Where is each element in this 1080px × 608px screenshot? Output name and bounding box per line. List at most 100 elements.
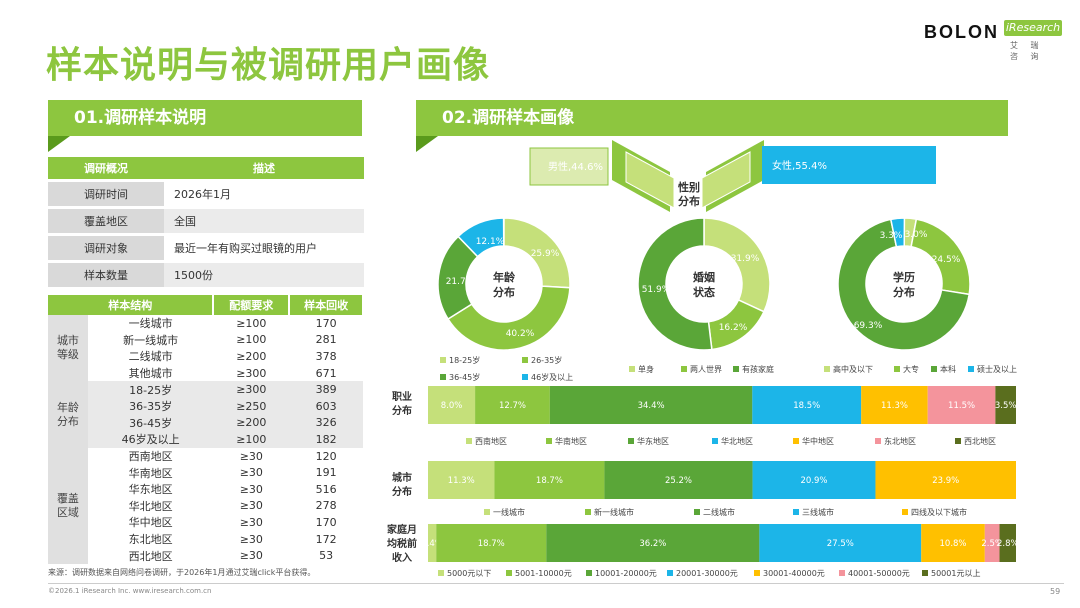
structure-item: 东北地区: [128, 533, 173, 547]
data-label: 18.5%: [793, 401, 820, 411]
bar-segment: [604, 461, 753, 499]
legend-swatch: [931, 366, 937, 372]
chart-title-line: 状态: [693, 285, 715, 299]
structure-row: 华南地区 ≥30 191: [48, 464, 363, 481]
structure-item: 华南地区: [128, 466, 173, 480]
legend-swatch: [438, 570, 444, 576]
structure-group-label: 年龄 分布: [48, 381, 88, 448]
donut-slice: [703, 217, 771, 313]
structure-row: 36-35岁 ≥250 603: [48, 397, 363, 415]
structure-quota: ≥200: [213, 414, 290, 432]
bar-segment: [921, 524, 985, 562]
legend-label: 20001-30000元: [676, 569, 738, 578]
structure-item: 西南地区: [128, 450, 173, 464]
data-label: 11.3%: [881, 401, 908, 411]
book-page: [701, 151, 751, 209]
legend-label: 26-35岁: [531, 355, 562, 365]
structure-count: 120: [315, 449, 337, 463]
overview-value: 2026年1月: [164, 182, 364, 206]
structure-item: 46岁及以上: [87, 431, 214, 448]
chart-title-line: 家庭月: [387, 523, 417, 536]
data-label: 25.9%: [531, 249, 560, 259]
overview-row: 调研时间 2026年1月: [48, 182, 364, 206]
data-label: 51.9%: [642, 285, 671, 295]
page-number: 59: [1050, 587, 1061, 596]
structure-count: 172: [315, 532, 337, 546]
structure-count: 182: [289, 431, 363, 448]
data-label: 3.3%: [880, 231, 903, 241]
structure-count: 516: [315, 482, 337, 496]
data-label: 20.9%: [801, 476, 828, 486]
structure-item: 华东地区: [128, 483, 173, 497]
overview-value: 全国: [164, 209, 364, 233]
legend-label: 华北地区: [721, 436, 753, 446]
structure-item: 华中地区: [128, 516, 173, 530]
legend-swatch: [667, 570, 673, 576]
data-label: 24.5%: [932, 255, 961, 265]
structure-quota: ≥30: [239, 532, 263, 546]
legend-label: 三线城市: [802, 507, 834, 517]
legend-swatch: [902, 509, 908, 515]
legend-label: 二线城市: [703, 507, 735, 517]
structure-count: 170: [315, 316, 337, 330]
chart-title-line: 收入: [392, 551, 412, 564]
legend-swatch: [894, 366, 900, 372]
structure-item: 新一线城市: [123, 333, 179, 347]
structure-row: 华北地区 ≥30 278: [48, 498, 363, 515]
bar-segment: [927, 386, 996, 424]
structure-row: 年龄 分布 18-25岁 ≥300 389: [48, 381, 363, 448]
structure-quota: ≥200: [236, 349, 267, 363]
structure-row: 覆盖 区域 西南地区 ≥30 120: [48, 447, 363, 564]
bar-segment: [999, 524, 1016, 562]
legend-label: 华东地区: [637, 436, 669, 446]
legend-swatch: [694, 509, 700, 515]
legend-label: 有孩家庭: [742, 364, 774, 374]
legend-swatch: [440, 357, 446, 363]
structure-quota: ≥100: [213, 431, 290, 448]
bar-segment: [428, 386, 476, 424]
donut-slice: [447, 285, 571, 351]
chart-title-line: 分布: [893, 285, 915, 299]
overview-value: 最近一年有购买过眼镜的用户: [164, 236, 364, 260]
data-label: 18.7%: [478, 539, 505, 549]
legend-swatch: [522, 374, 528, 380]
bar-segment: [546, 524, 760, 562]
legend-label: 36-45岁: [449, 372, 480, 382]
data-label: 2.8%: [997, 539, 1019, 549]
data-label: 16.2%: [719, 323, 748, 333]
overview-row: 覆盖地区 全国: [48, 209, 364, 233]
legend-label: 两人世界: [690, 364, 722, 374]
partner-logo: iResearch: [1004, 20, 1062, 36]
structure-count: 278: [315, 499, 337, 513]
structure-row: 西北地区 ≥30 53: [48, 547, 363, 564]
legend-label: 西南地区: [475, 436, 507, 446]
data-label: 12.1%: [476, 237, 505, 247]
structure-header: 样本结构 配额要求 样本回收: [48, 295, 364, 315]
data-label: 40.2%: [506, 329, 535, 339]
overview-header: 调研概况 描述: [48, 157, 364, 179]
structure-count: 53: [319, 549, 334, 563]
structure-row: 46岁及以上 ≥100 182: [48, 431, 363, 448]
legend-label: 18-25岁: [449, 355, 480, 365]
data-label: 10.8%: [940, 539, 967, 549]
structure-row: 华东地区 ≥30 516: [48, 481, 363, 498]
legend-label: 50001元以上: [931, 569, 980, 578]
chart-title-line: 年龄: [493, 270, 516, 284]
legend-label: 10001-20000元: [595, 569, 657, 578]
bar-segment: [428, 524, 437, 562]
section1-header: 01.调研样本说明: [48, 100, 362, 152]
structure-quota: ≥30: [239, 499, 263, 513]
structure-count: 389: [289, 381, 363, 398]
structure-quota: ≥30: [239, 482, 263, 496]
data-label: 31.9%: [731, 254, 760, 264]
structure-group-label: 城市 等级: [48, 315, 88, 382]
structure-item: 其他城市: [128, 367, 173, 381]
gender-bar: [762, 146, 936, 184]
bar-segment: [984, 524, 1000, 562]
structure-row: 城市 等级 一线城市 ≥100 170: [48, 315, 363, 382]
data-label: 69.3%: [854, 321, 883, 331]
structure-header-cell: 配额要求: [213, 295, 291, 315]
structure-row: 36-45岁 ≥200 326: [48, 414, 363, 432]
structure-item: 西北地区: [128, 549, 173, 563]
legend-swatch: [793, 509, 799, 515]
